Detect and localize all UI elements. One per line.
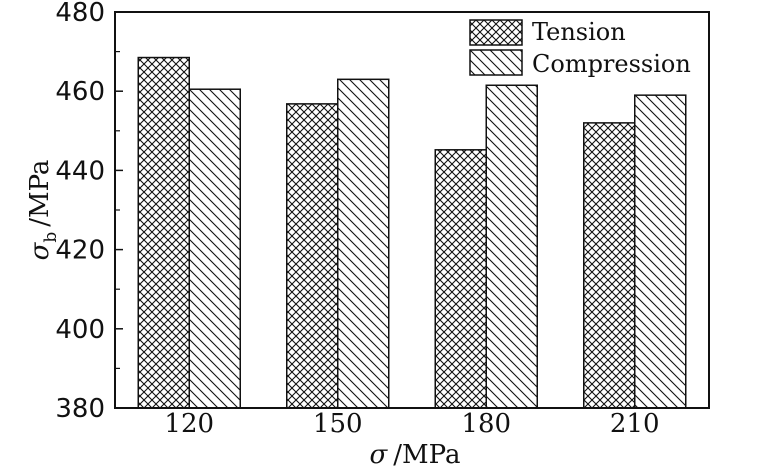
- y-axis-subscript: b: [41, 232, 61, 243]
- legend-swatch-tension: [469, 19, 523, 46]
- x-tick-label-120: 120: [164, 409, 214, 439]
- x-tick-label-210: 210: [610, 409, 660, 439]
- bar-compression-210: [634, 94, 687, 409]
- y-tick-label-380: 380: [55, 394, 105, 424]
- x-tick-label-150: 150: [313, 409, 363, 439]
- y-axis-unit: /MPa: [25, 160, 55, 227]
- plot-frame: [114, 11, 710, 409]
- y-tick-label-480: 480: [55, 0, 105, 28]
- x-tick-label-180: 180: [461, 409, 511, 439]
- legend-label-tension: Tension: [532, 18, 626, 46]
- bars-group: [137, 56, 687, 409]
- bar-tension-180: [434, 149, 487, 409]
- x-axis-symbol: σ: [370, 440, 389, 470]
- y-axis-label: σb/MPa: [25, 160, 61, 261]
- x-axis-unit: /MPa: [393, 440, 460, 470]
- y-tick-label-460: 460: [55, 77, 105, 107]
- legend: Tension Compression: [469, 18, 691, 78]
- y-tick-label-400: 400: [55, 315, 105, 345]
- y-axis-symbol: σ: [25, 241, 55, 260]
- x-axis-label: σ/MPa: [370, 440, 461, 470]
- y-tick-label-420: 420: [55, 236, 105, 266]
- bar-compression-120: [188, 88, 241, 409]
- bar-compression-150: [337, 78, 390, 409]
- bar-compression-180: [485, 84, 538, 409]
- legend-swatch-compression: [469, 49, 523, 76]
- bar-tension-150: [286, 103, 339, 409]
- bar-tension-210: [583, 122, 636, 409]
- x-axis-ticks: 120 150 180 210: [164, 400, 660, 439]
- bar-tension-120: [137, 56, 190, 409]
- y-axis-ticks: 380 400 420 440 460 480: [55, 0, 123, 424]
- legend-label-compression: Compression: [532, 50, 691, 78]
- y-tick-label-440: 440: [55, 156, 105, 186]
